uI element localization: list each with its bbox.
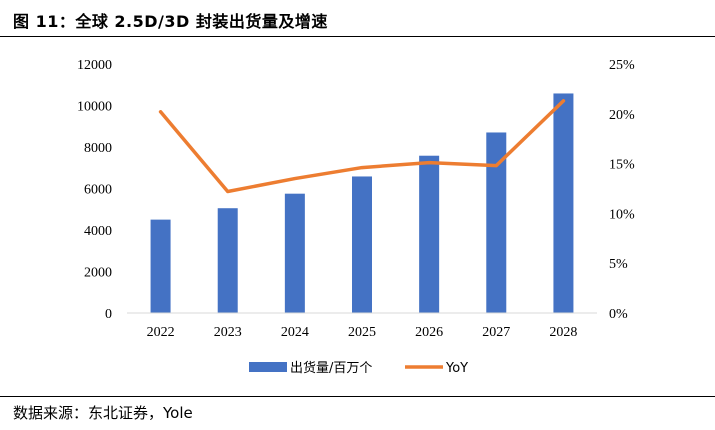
point-yoy	[293, 177, 297, 181]
left-tick-label: 8000	[84, 141, 112, 156]
right-tick-label: 15%	[609, 158, 635, 173]
point-yoy	[427, 161, 431, 165]
left-tick-label: 4000	[84, 224, 112, 239]
left-axis: 0 2000 4000 6000 8000 10000 12000	[77, 58, 112, 322]
left-tick-label: 6000	[84, 183, 112, 198]
x-tick-label: 2026	[415, 325, 443, 340]
bar-shipments	[150, 219, 171, 313]
left-tick-label: 12000	[77, 58, 112, 73]
bar-shipments	[284, 193, 305, 313]
right-tick-label: 10%	[609, 207, 635, 222]
right-tick-label: 0%	[609, 307, 628, 322]
x-axis: 2022 2023 2024 2025 2026 2027 2028	[127, 312, 597, 340]
right-tick-label: 20%	[609, 108, 635, 123]
bar-shipments	[419, 155, 440, 313]
point-yoy	[360, 166, 364, 170]
legend-label-yoy: YoY	[445, 361, 468, 376]
x-tick-label: 2022	[147, 325, 175, 340]
title-divider	[0, 36, 715, 37]
left-tick-label: 10000	[77, 100, 112, 115]
bar-line-chart: 0 2000 4000 6000 8000 10000 12000 0% 5% 10% 15% 20…	[77, 58, 635, 376]
bar-shipments	[217, 208, 238, 313]
x-tick-label: 2028	[549, 325, 577, 340]
left-tick-label: 0	[105, 307, 112, 322]
source-divider	[0, 396, 715, 397]
right-tick-label: 5%	[609, 257, 628, 272]
point-yoy	[159, 110, 163, 114]
bar-shipments	[486, 132, 507, 313]
legend-swatch-shipments	[249, 362, 287, 372]
plot-area	[150, 93, 574, 313]
bar-shipments	[553, 93, 574, 313]
x-tick-label: 2025	[348, 325, 376, 340]
right-tick-label: 25%	[609, 58, 635, 73]
x-tick-label: 2027	[482, 325, 510, 340]
bar-shipments	[352, 176, 372, 313]
left-tick-label: 2000	[84, 266, 112, 281]
x-tick-label: 2024	[281, 325, 309, 340]
point-yoy	[494, 164, 498, 168]
legend-label-shipments: 出货量/百万个	[290, 360, 372, 376]
figure-title: 图 11：全球 2.5D/3D 封装出货量及增速	[13, 12, 328, 31]
point-yoy	[561, 99, 565, 103]
source-note: 数据来源：东北证券，Yole	[13, 404, 193, 422]
x-tick-label: 2023	[214, 325, 242, 340]
point-yoy	[226, 189, 230, 193]
chart-legend: 出货量/百万个 YoY	[249, 360, 468, 376]
right-axis: 0% 5% 10% 15% 20% 25%	[609, 58, 635, 322]
